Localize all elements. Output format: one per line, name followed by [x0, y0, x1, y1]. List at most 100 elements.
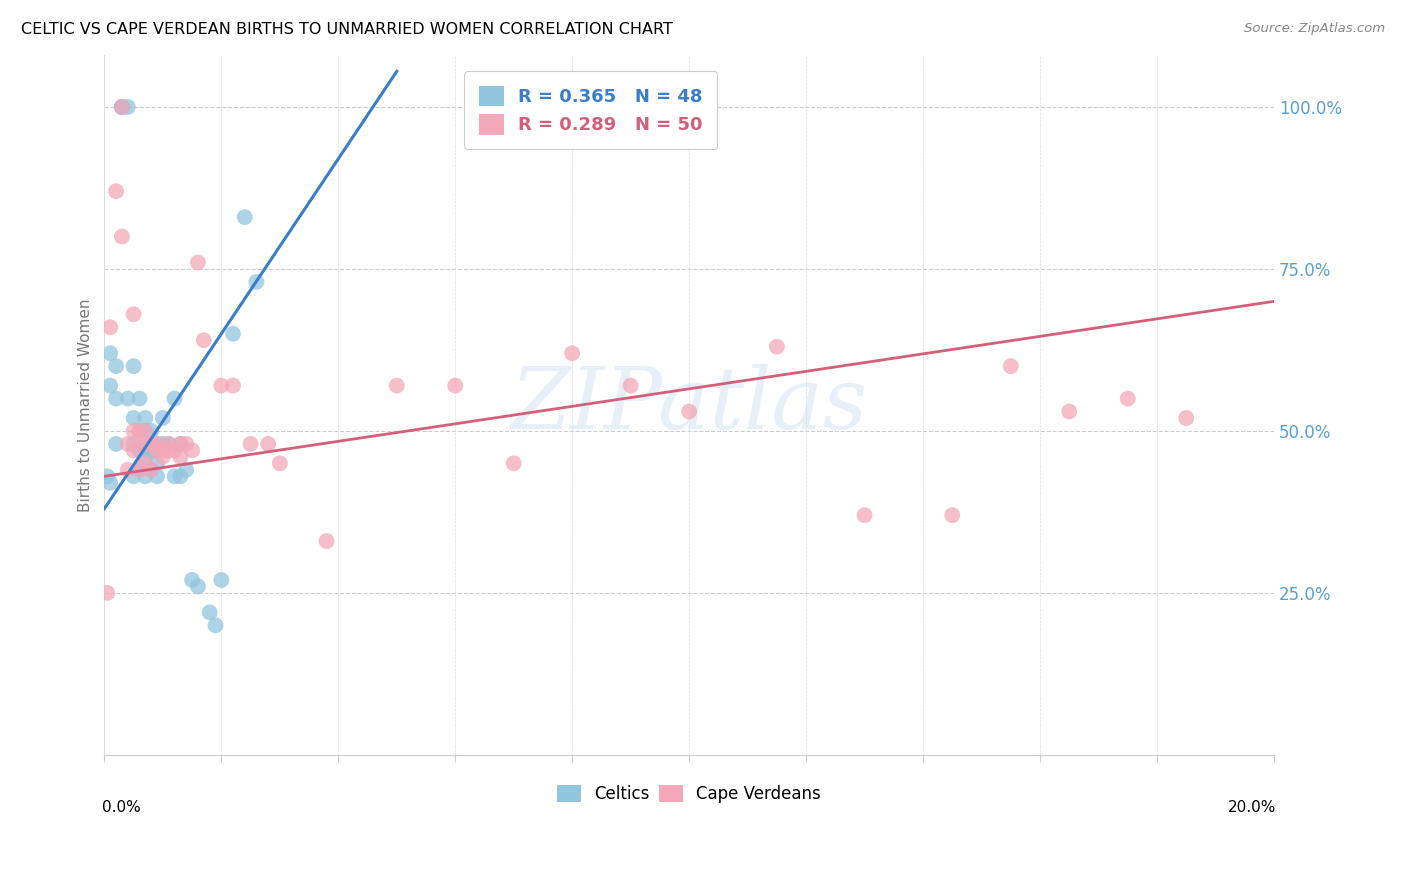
Point: [98, 320, 121, 334]
Text: CELTIC VS CAPE VERDEAN BIRTHS TO UNMARRIED WOMEN CORRELATION CHART: CELTIC VS CAPE VERDEAN BIRTHS TO UNMARRI…: [21, 22, 673, 37]
Point: [134, 424, 156, 438]
Point: [198, 606, 221, 620]
Point: [134, 437, 156, 451]
Point: [187, 255, 209, 269]
Point: [111, 100, 134, 114]
Point: [245, 275, 267, 289]
Point: [134, 411, 156, 425]
Point: [111, 100, 134, 114]
Point: [117, 437, 139, 451]
Point: [134, 443, 156, 458]
Point: [122, 359, 145, 373]
Point: [620, 378, 643, 392]
Y-axis label: Births to Unmarried Women: Births to Unmarried Women: [79, 298, 93, 512]
Point: [1116, 392, 1139, 406]
Point: [152, 437, 174, 451]
Point: [128, 424, 150, 438]
Point: [174, 437, 197, 451]
Point: [105, 359, 128, 373]
Point: [146, 443, 169, 458]
Point: [152, 411, 174, 425]
Point: [157, 437, 180, 451]
Point: [134, 456, 156, 470]
Point: [105, 392, 128, 406]
Point: [122, 437, 145, 451]
Point: [141, 463, 163, 477]
Point: [122, 424, 145, 438]
Point: [181, 443, 204, 458]
Point: [152, 450, 174, 464]
Point: [209, 378, 232, 392]
Point: [128, 437, 150, 451]
Point: [1175, 411, 1198, 425]
Point: [98, 475, 121, 490]
Point: [141, 463, 163, 477]
Point: [257, 437, 280, 451]
Point: [163, 443, 186, 458]
Point: [853, 508, 876, 523]
Point: [222, 378, 245, 392]
Point: [269, 456, 291, 470]
Point: [134, 424, 156, 438]
Point: [169, 437, 191, 451]
Point: [141, 437, 163, 451]
Point: [315, 534, 337, 549]
Point: [678, 404, 700, 418]
Legend: Celtics, Cape Verdeans: Celtics, Cape Verdeans: [551, 778, 828, 810]
Point: [98, 346, 121, 360]
Point: [105, 184, 128, 198]
Point: [146, 456, 169, 470]
Point: [117, 463, 139, 477]
Point: [181, 573, 204, 587]
Point: [502, 456, 524, 470]
Point: [117, 392, 139, 406]
Point: [96, 586, 118, 600]
Point: [146, 443, 169, 458]
Point: [117, 100, 139, 114]
Text: ZIPatlas: ZIPatlas: [510, 364, 868, 446]
Point: [122, 469, 145, 483]
Point: [233, 210, 256, 224]
Point: [98, 378, 121, 392]
Point: [385, 378, 408, 392]
Text: 20.0%: 20.0%: [1227, 800, 1277, 815]
Point: [193, 333, 215, 347]
Point: [96, 469, 118, 483]
Point: [187, 579, 209, 593]
Point: [146, 469, 169, 483]
Point: [941, 508, 963, 523]
Point: [157, 443, 180, 458]
Point: [444, 378, 467, 392]
Point: [111, 100, 134, 114]
Point: [157, 437, 180, 451]
Point: [163, 469, 186, 483]
Point: [169, 450, 191, 464]
Point: [122, 443, 145, 458]
Point: [141, 424, 163, 438]
Point: [128, 463, 150, 477]
Text: Source: ZipAtlas.com: Source: ZipAtlas.com: [1244, 22, 1385, 36]
Point: [141, 443, 163, 458]
Point: [128, 443, 150, 458]
Text: 0.0%: 0.0%: [103, 800, 141, 815]
Point: [128, 392, 150, 406]
Point: [222, 326, 245, 341]
Point: [111, 229, 134, 244]
Point: [105, 437, 128, 451]
Point: [204, 618, 226, 632]
Point: [134, 469, 156, 483]
Point: [174, 463, 197, 477]
Point: [209, 573, 232, 587]
Point: [122, 307, 145, 321]
Point: [1000, 359, 1022, 373]
Point: [766, 340, 789, 354]
Point: [146, 437, 169, 451]
Point: [169, 469, 191, 483]
Point: [152, 443, 174, 458]
Point: [128, 463, 150, 477]
Point: [146, 437, 169, 451]
Point: [128, 424, 150, 438]
Point: [111, 100, 134, 114]
Point: [561, 346, 583, 360]
Point: [134, 450, 156, 464]
